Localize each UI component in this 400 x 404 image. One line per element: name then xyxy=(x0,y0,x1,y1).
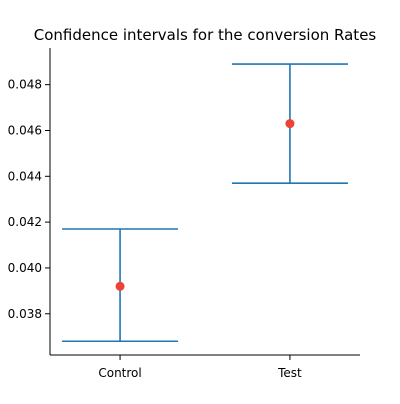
y-tick-label: 0.038 xyxy=(8,307,42,321)
y-tick-label: 0.046 xyxy=(8,123,42,137)
y-tick-label: 0.044 xyxy=(8,169,42,183)
mean-point xyxy=(115,281,125,291)
ticks-layer: 0.038 0.040 0.042 0.044 0.046 0.048 Control Tes… xyxy=(8,78,302,380)
x-tick-label: Control xyxy=(98,366,141,380)
axes-layer xyxy=(49,48,360,356)
intervals-layer xyxy=(62,63,348,343)
y-tick-label: 0.048 xyxy=(8,78,42,92)
y-tick-label: 0.040 xyxy=(8,261,42,275)
chart-title: Confidence intervals for the conversion … xyxy=(34,26,377,44)
mean-point xyxy=(285,119,295,129)
y-tick-label: 0.042 xyxy=(8,215,42,229)
points-layer xyxy=(115,119,295,291)
x-tick-label: Test xyxy=(277,366,302,380)
